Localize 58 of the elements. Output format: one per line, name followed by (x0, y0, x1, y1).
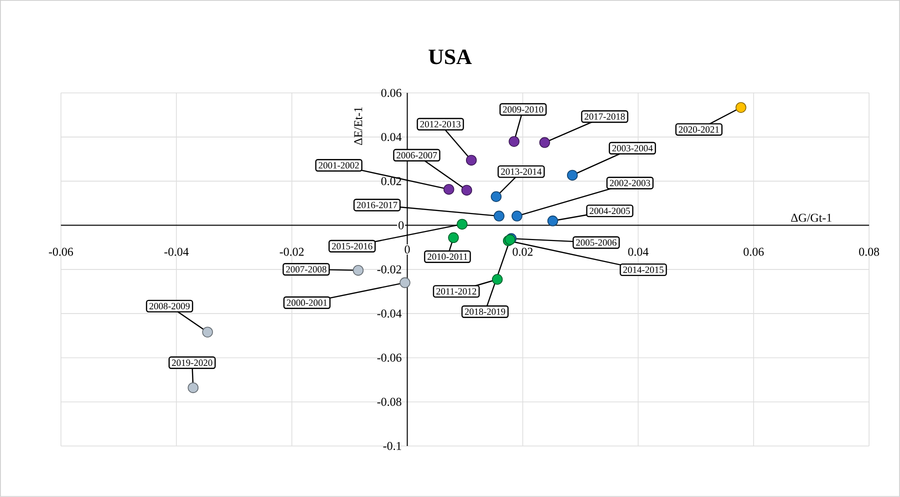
point (466, 154, 477, 166)
annotation: 2001-2002 (318, 162, 359, 169)
x-tick-label: 0 (404, 245, 410, 254)
y-axis-title: ΔE/Et-1 (354, 107, 362, 146)
y-tick-label: -0.08 (377, 398, 402, 406)
y-tick-label: -0.02 (377, 265, 402, 274)
annotation: 2013-2014 (501, 168, 542, 175)
annotation: 2009-2010 (502, 106, 544, 113)
x-tick-label: -0.04 (164, 248, 189, 256)
annotation: 2014-2015 (623, 266, 664, 274)
y-tick-label: -0.04 (377, 310, 402, 318)
annotation: 2015-2016 (332, 243, 372, 250)
annotation: 2004-2005 (590, 208, 630, 214)
point (188, 382, 198, 394)
x-tick-label: 0.08 (859, 248, 880, 256)
x-axis-title: ΔG/Gt-1 (791, 214, 832, 222)
point (448, 232, 459, 244)
annotation: 2018-2019 (464, 308, 506, 315)
annotation: 2008-2009 (149, 302, 190, 310)
annotation: 2007-2008 (286, 266, 326, 273)
y-tick-label: -0.06 (377, 354, 402, 362)
y-tick-label: -0.1 (383, 442, 402, 450)
x-tick-label: 0.04 (628, 248, 648, 256)
point (547, 216, 558, 226)
x-tick-label: 0.02 (512, 248, 533, 256)
point (443, 184, 454, 195)
annotation: 2012-2013 (420, 121, 460, 128)
x-tick-label: -0.02 (280, 248, 304, 256)
point (539, 137, 550, 148)
annotation: 2020-2021 (678, 126, 719, 133)
annotation: 2016-2017 (356, 202, 398, 208)
point (461, 184, 472, 196)
y-tick-label: 0.04 (381, 133, 402, 142)
x-tick-label: -0.06 (48, 248, 74, 256)
annotation: 2002-2003 (610, 180, 650, 186)
point (400, 277, 410, 288)
annotation: 2000-2001 (286, 300, 327, 306)
annotation: 2006-2007 (396, 152, 437, 158)
chart-title: USA (428, 50, 472, 64)
point (494, 210, 504, 222)
point (202, 326, 213, 338)
point (736, 102, 746, 113)
y-tick-label: 0 (398, 221, 404, 230)
point (490, 191, 502, 202)
annotation: 2003-2004 (612, 145, 653, 152)
point (508, 136, 520, 147)
annotation: 2019-2020 (172, 360, 212, 366)
annotation: 2017-2018 (584, 113, 625, 120)
point (456, 218, 468, 230)
x-tick-label: 0.06 (744, 248, 764, 256)
point (352, 264, 364, 276)
point (512, 210, 522, 222)
annotation: 2010-2011 (428, 254, 468, 260)
annotation: 2005-2006 (576, 239, 616, 246)
y-tick-label: 0.06 (381, 88, 402, 98)
point (492, 274, 503, 285)
annotation: 2011-2012 (436, 288, 476, 295)
point (566, 170, 578, 181)
